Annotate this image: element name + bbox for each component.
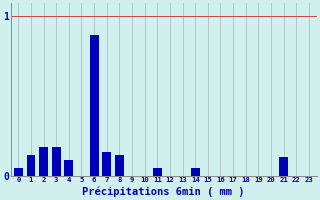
X-axis label: Précipitations 6min ( mm ): Précipitations 6min ( mm ) — [82, 186, 245, 197]
Bar — [102, 152, 111, 176]
Bar — [14, 168, 23, 176]
Bar — [39, 147, 48, 176]
Bar — [27, 155, 36, 176]
Bar — [64, 160, 73, 176]
Bar — [115, 155, 124, 176]
Bar — [279, 157, 288, 176]
Bar — [191, 168, 200, 176]
Bar — [153, 168, 162, 176]
Bar — [90, 35, 99, 176]
Bar — [52, 147, 61, 176]
